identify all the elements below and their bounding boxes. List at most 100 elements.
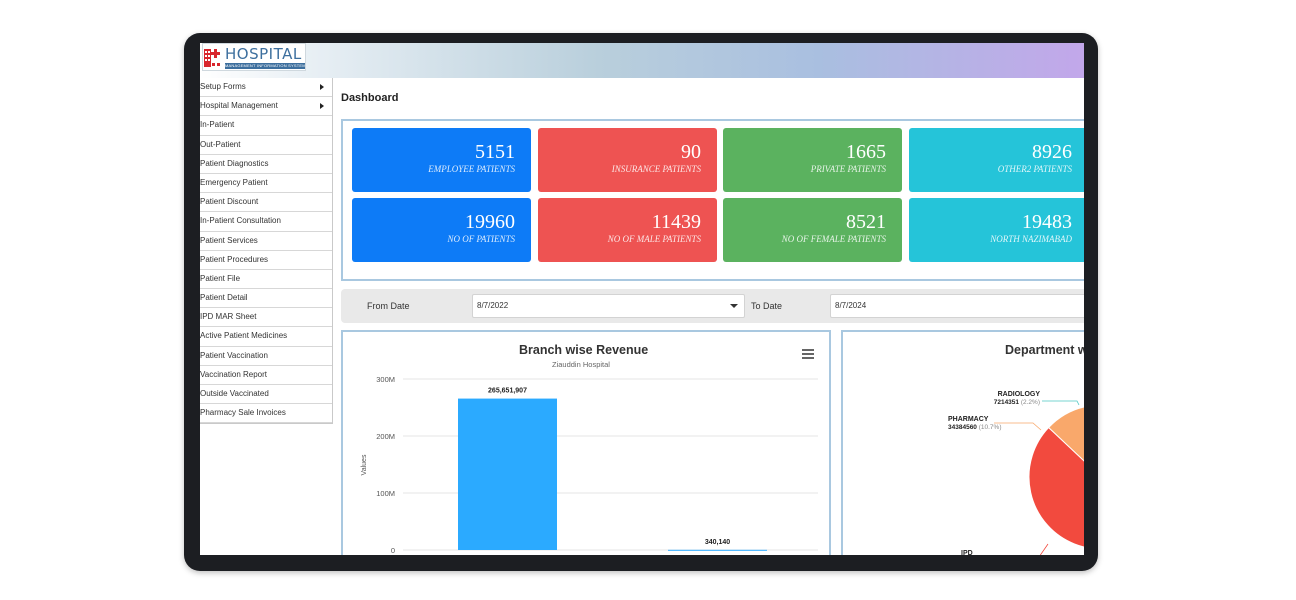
stat-label: EMPLOYEE PATIENTS [428, 164, 515, 174]
y-tick-label: 0 [391, 546, 395, 555]
stat-card[interactable]: 5151 EMPLOYEE PATIENTS [352, 128, 531, 192]
stat-value: 11439 [651, 211, 701, 233]
pie-label-value: 34384560 (10.7%) [948, 424, 1002, 431]
branch-revenue-chart-panel: Branch wise Revenue Ziauddin Hospital 0 1… [341, 330, 831, 555]
pie-connector [994, 422, 1042, 431]
sidebar-item[interactable]: Patient Vaccination [200, 347, 332, 366]
sidebar-item-label: Out-Patient [200, 139, 241, 149]
logo-subtitle: MANAGEMENT INFORMATION SYSTEM [225, 63, 305, 69]
chart-subtitle: Ziauddin Hospital [552, 360, 610, 369]
pie-label-name: IPD [961, 550, 973, 555]
sidebar-item[interactable]: Patient Diagnostics [200, 155, 332, 174]
top-header: HOSPITAL MANAGEMENT INFORMATION SYSTEM [200, 43, 1084, 78]
sidebar-item-label: Emergency Patient [200, 177, 268, 187]
bar [668, 549, 767, 551]
stat-label: NO OF FEMALE PATIENTS [781, 234, 886, 244]
sidebar-item[interactable]: Hospital Management [200, 97, 332, 117]
stat-label: NO OF MALE PATIENTS [607, 234, 701, 244]
stat-card[interactable]: 19483 NORTH NAZIMABAD [909, 198, 1084, 262]
stat-value: 90 [681, 141, 701, 163]
from-date-value: 8/7/2022 [477, 301, 509, 310]
app-logo[interactable]: HOSPITAL MANAGEMENT INFORMATION SYSTEM [202, 43, 306, 71]
pie-connector [1042, 400, 1080, 406]
sidebar-item[interactable]: In-Patient [200, 116, 332, 136]
sidebar-item-label: Patient Discount [200, 197, 259, 207]
sidebar-item[interactable]: Setup Forms [200, 78, 332, 98]
stat-value: 1665 [846, 141, 886, 163]
chart-menu-icon[interactable] [802, 349, 814, 359]
y-tick-label: 300M [376, 375, 395, 384]
y-tick-label: 100M [376, 489, 395, 498]
stat-label: PRIVATE PATIENTS [810, 164, 886, 174]
sidebar-item[interactable]: Emergency Patient [200, 174, 332, 194]
stat-value: 8521 [846, 211, 886, 233]
sidebar-item-label: Patient Diagnostics [200, 158, 269, 168]
sidebar-item-label: In-Patient Consultation [200, 216, 281, 226]
bar-chart: 0 100M 200M 300M Values 265,651,907 340,140 [361, 375, 818, 555]
stat-value: 8926 [1032, 141, 1072, 163]
sidebar-item-label: Vaccination Report [200, 369, 267, 379]
sidebar-item-label: Active Patient Medicines [200, 331, 288, 341]
stat-card[interactable]: 11439 NO OF MALE PATIENTS [538, 198, 717, 262]
pie-label-name: PHARMACY [948, 416, 989, 423]
stat-label: NO OF PATIENTS [447, 234, 515, 244]
sidebar-item-label: Outside Vaccinated [200, 389, 269, 398]
from-date-label: From Date [367, 301, 410, 311]
stat-label: NORTH NAZIMABAD [990, 234, 1072, 244]
to-date-label: To Date [751, 301, 783, 311]
stat-card[interactable]: 8926 OTHER2 PATIENTS [909, 128, 1084, 192]
chart-title: Branch wise Revenue [519, 343, 649, 357]
sidebar-item-label: Pharmacy Sale Invoices [200, 408, 286, 418]
page-title: Dashboard [341, 92, 399, 104]
bar-value-label: 340,140 [705, 539, 730, 546]
stat-value: 19960 [465, 211, 515, 233]
sidebar-item-label: Patient Services [200, 235, 258, 245]
pie-slice-ipd [1028, 426, 1084, 548]
sidebar-item-label: Hospital Management [200, 101, 278, 111]
stat-card[interactable]: 90 INSURANCE PATIENTS [538, 128, 717, 192]
app-screen: HOSPITAL MANAGEMENT INFORMATION SYSTEM S… [200, 43, 1084, 555]
bar-value-label: 265,651,907 [488, 388, 527, 395]
pie-label-name: RADIOLOGY [998, 391, 1041, 398]
caret-right-icon [320, 84, 324, 90]
chevron-down-icon [730, 304, 738, 308]
sidebar-item[interactable]: Out-Patient [200, 136, 332, 155]
stat-card[interactable]: 8521 NO OF FEMALE PATIENTS [723, 198, 902, 262]
sidebar-item[interactable]: In-Patient Consultation [200, 212, 332, 232]
stat-label: INSURANCE PATIENTS [611, 164, 701, 174]
sidebar-item[interactable]: Patient Procedures [200, 251, 332, 270]
chart-title: Department w [1005, 343, 1084, 357]
stat-label: OTHER2 PATIENTS [997, 164, 1072, 174]
sidebar-item[interactable]: Outside Vaccinated [200, 385, 332, 405]
to-date-select[interactable]: 8/7/2024 [830, 294, 1084, 318]
sidebar-item-label: Patient Detail [200, 293, 248, 303]
bar [458, 398, 557, 550]
caret-right-icon [320, 103, 324, 110]
sidebar-item[interactable]: IPD MAR Sheet [200, 308, 332, 328]
stat-card[interactable]: 19960 NO OF PATIENTS [352, 198, 531, 262]
sidebar-item[interactable]: Pharmacy Sale Invoices [200, 404, 332, 424]
date-filter-bar: From Date 8/7/2022 To Date 8/7/2024 [341, 289, 1084, 323]
y-tick-label: 200M [376, 432, 395, 441]
stat-card[interactable]: 1665 PRIVATE PATIENTS [723, 128, 902, 192]
sidebar-item[interactable]: Patient Detail [200, 289, 332, 309]
sidebar-item[interactable]: Active Patient Medicines [200, 327, 332, 347]
to-date-value: 8/7/2024 [835, 301, 867, 310]
sidebar-item-label: IPD MAR Sheet [200, 312, 257, 322]
sidebar-item[interactable]: Vaccination Report [200, 366, 332, 385]
hospital-building-icon [204, 49, 220, 67]
sidebar-item[interactable]: Patient Services [200, 232, 332, 251]
pie-connector [1039, 543, 1049, 555]
sidebar-item[interactable]: Patient File [200, 270, 332, 290]
sidebar-item-label: Patient Procedures [200, 254, 269, 264]
logo-text: HOSPITAL [225, 45, 302, 63]
sidebar-menu: Setup Forms Hospital Management In-Patient… [200, 78, 333, 425]
sidebar-item[interactable]: Patient Discount [200, 193, 332, 213]
department-chart-panel: Department w RADIOLOGY 7214351 (2.2%) PHAR… [841, 330, 1084, 555]
sidebar-item-label: In-Patient [200, 120, 235, 130]
stat-value: 19483 [1022, 211, 1072, 233]
stat-value: 5151 [475, 141, 515, 163]
stats-cards-panel: 5151 EMPLOYEE PATIENTS 90 INSURANCE PATIENT… [341, 119, 1084, 281]
from-date-select[interactable]: 8/7/2022 [472, 294, 745, 318]
